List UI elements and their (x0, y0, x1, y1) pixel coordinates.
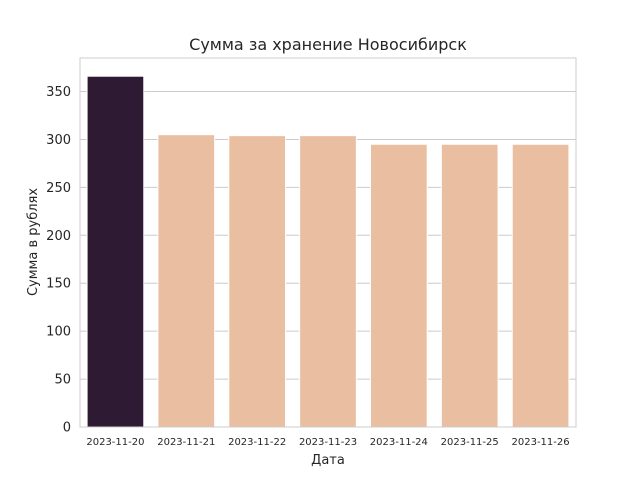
y-tick-label: 300 (46, 133, 71, 148)
x-tick-label: 2023-11-26 (512, 437, 570, 448)
x-axis-label: Дата (311, 453, 345, 468)
bars (86, 75, 570, 428)
bar-2023-11-23 (299, 135, 357, 428)
x-tick-labels: 2023-11-20 2023-11-21 2023-11-22 2023-11-23… (86, 437, 569, 448)
x-tick-label: 2023-11-22 (228, 437, 286, 448)
x-tick-label: 2023-11-20 (86, 437, 144, 448)
bar-2023-11-20 (86, 75, 145, 428)
bar-2023-11-24 (370, 143, 428, 428)
plot-frame (79, 57, 577, 428)
y-tick-label: 50 (54, 373, 71, 388)
y-tick-label: 250 (46, 181, 71, 196)
y-tick-label: 150 (46, 277, 71, 292)
x-tick-label: 2023-11-25 (441, 437, 499, 448)
x-tick-label: 2023-11-23 (299, 437, 357, 448)
y-tick-label: 200 (46, 229, 71, 244)
x-tick-label: 2023-11-21 (157, 437, 215, 448)
bar-2023-11-26 (511, 143, 570, 428)
y-tick-label: 100 (46, 325, 71, 340)
y-axis-label: Сумма в рублях (26, 188, 41, 296)
y-tick-labels: 0 50 100 150 200 250 300 350 (46, 85, 71, 435)
x-tick-label: 2023-11-24 (370, 437, 428, 448)
bar-2023-11-21 (157, 134, 216, 428)
y-tick-label: 0 (63, 421, 71, 436)
chart-title: Сумма за хранение Новосибирск (189, 35, 467, 54)
bar-2023-11-22 (228, 135, 286, 428)
bar-2023-11-25 (440, 143, 499, 428)
y-tick-label: 350 (46, 85, 71, 100)
